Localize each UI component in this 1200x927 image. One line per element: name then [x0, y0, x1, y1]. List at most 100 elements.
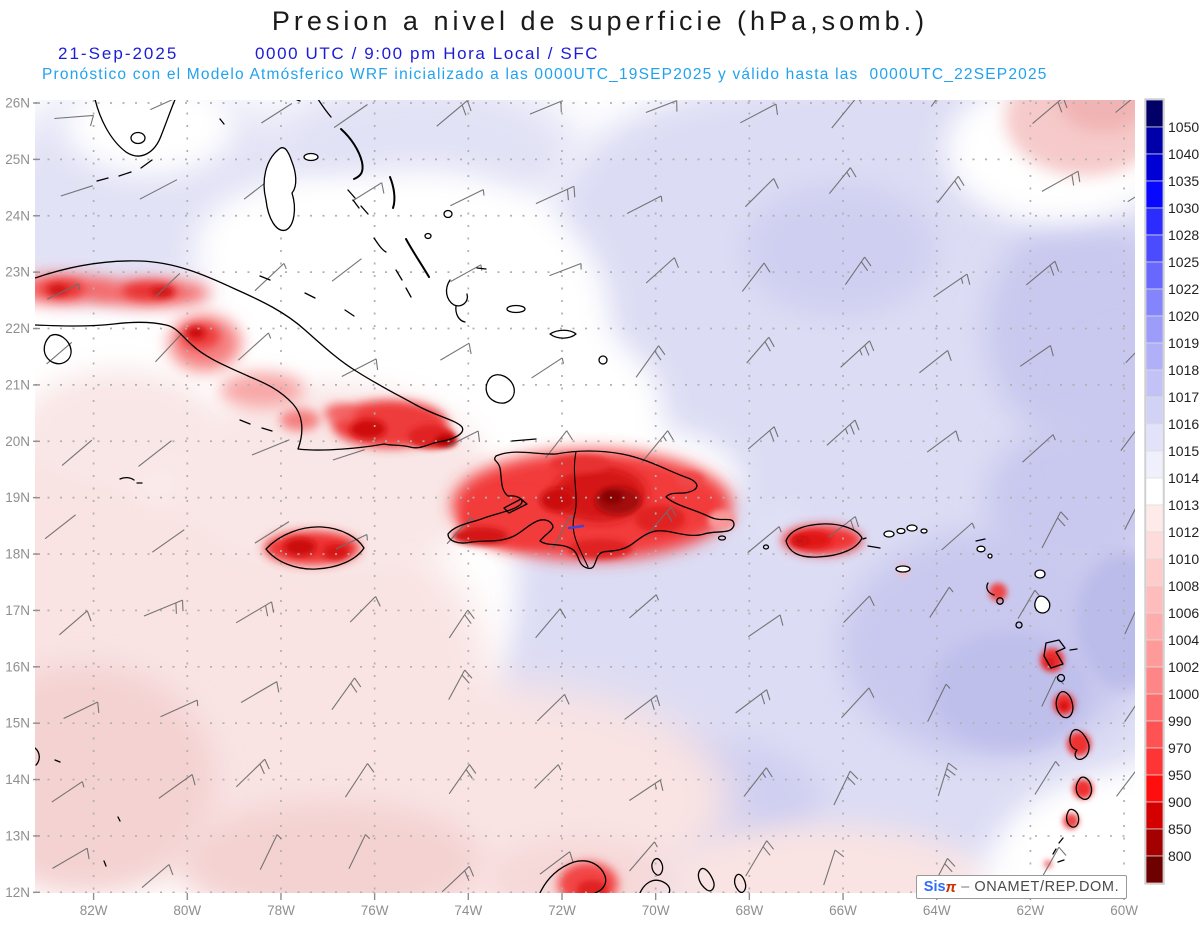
- colorbar-tick-label: 970: [1168, 740, 1192, 756]
- wind-barb: [929, 586, 954, 618]
- puerto-rico-coastline: [785, 523, 863, 558]
- lon-tick-label: 82W: [80, 903, 108, 918]
- lon-tick-label: 64W: [923, 903, 951, 918]
- shading-blob: [187, 327, 205, 339]
- great-inagua-island: [485, 374, 515, 404]
- colorbar-cell: [1145, 369, 1164, 398]
- lat-tick-label: 26N: [5, 96, 30, 111]
- colorbar-tick-label: 950: [1168, 767, 1192, 783]
- shading-blob: [635, 505, 685, 533]
- colorbar-tick-label: 1008: [1168, 578, 1199, 594]
- colorbar-tick-label: 1013: [1168, 497, 1199, 513]
- wind-barb: [52, 847, 90, 869]
- wind-barb: [446, 430, 481, 448]
- wind-barb: [535, 608, 567, 639]
- wind-barb: [1120, 430, 1135, 452]
- colorbar-cell: [1145, 396, 1164, 425]
- abaco-island: [295, 100, 332, 118]
- branding-separator: –: [961, 878, 970, 895]
- st-martin-island: [976, 545, 986, 553]
- lat-tick-label: 21N: [5, 377, 30, 392]
- shading-blob: [35, 160, 180, 300]
- wind-barb: [352, 182, 385, 202]
- bonaire-island: [733, 873, 747, 893]
- wind-barb: [1124, 611, 1135, 635]
- wind-barb: [60, 185, 93, 197]
- colorbar-tick-label: 1015: [1168, 443, 1199, 459]
- shading-blob: [49, 285, 67, 295]
- lon-tick-label: 76W: [361, 903, 389, 918]
- providencia-island: [35, 747, 121, 867]
- wind-barb: [1041, 170, 1081, 192]
- colorbar-cell: [1145, 234, 1164, 263]
- barbuda-island: [1034, 569, 1046, 579]
- tortuga-island: [511, 438, 537, 442]
- shading-blob: [280, 409, 320, 431]
- nevis-island: [996, 597, 1004, 605]
- lon-tick-label: 72W: [548, 903, 576, 918]
- virgin-islands: [883, 524, 928, 573]
- colorbar-cell: [1145, 180, 1164, 209]
- wind-barb: [348, 834, 371, 869]
- wind-barb: [941, 522, 976, 551]
- martinique-island: [1069, 728, 1090, 761]
- colorbar-tick-label: 1030: [1168, 200, 1199, 216]
- wind-barb: [331, 677, 362, 711]
- lon-tick-label: 74W: [454, 903, 482, 918]
- colorbar-tick-label: 1018: [1168, 362, 1199, 378]
- colorbar-tick-label: 1020: [1168, 308, 1199, 324]
- wind-barb: [139, 179, 178, 200]
- grenadines-islands: [1052, 837, 1065, 863]
- wind-barb: [151, 529, 185, 553]
- wind-barb: [1034, 761, 1060, 795]
- lat-tick-label: 22N: [5, 321, 30, 336]
- wind-barb: [150, 100, 173, 111]
- colorbar-tick-label: 1035: [1168, 173, 1199, 189]
- wind-barb: [1040, 846, 1067, 880]
- wind-barb: [1025, 260, 1060, 286]
- wind-barb: [529, 100, 562, 115]
- lon-tick-label: 62W: [1017, 903, 1045, 918]
- florida-keys: [96, 118, 225, 182]
- wind-barb: [1019, 345, 1054, 367]
- wind-barb: [332, 449, 365, 461]
- wind-barb: [828, 516, 860, 538]
- turks-islands: [598, 355, 608, 365]
- colorbar-frame: [1144, 98, 1165, 885]
- wind-barb: [436, 100, 472, 127]
- wind-barb: [645, 100, 678, 114]
- shading-blob: [540, 488, 576, 512]
- lon-tick-label: 60W: [1110, 903, 1138, 918]
- wind-barb: [833, 770, 859, 806]
- colorbar-cell: [1145, 585, 1164, 614]
- wind-barb: [440, 342, 472, 361]
- antigua-island: [1034, 595, 1051, 614]
- curacao-island: [697, 867, 715, 892]
- shading-blob: [792, 537, 808, 545]
- colorbar-cell: [1145, 342, 1164, 371]
- caicos-islands: [549, 329, 577, 339]
- wind-barb: [1032, 100, 1068, 125]
- wind-barb: [141, 864, 174, 889]
- wind-barb: [341, 358, 379, 377]
- lat-tick-label: 14N: [5, 772, 30, 787]
- wind-barb: [927, 683, 951, 723]
- lat-tick-label: 13N: [5, 828, 30, 843]
- shading-blob: [1075, 550, 1135, 690]
- latitude-axis: 26N 25N 24N 23N 22N 21N 20N 19N 18N 17N 16N 15N 14N 1…: [5, 96, 40, 900]
- lon-tick-label: 68W: [735, 903, 763, 918]
- wind-barb: [626, 195, 663, 214]
- wind-barb: [155, 273, 181, 297]
- wind-barb: [448, 609, 475, 639]
- eleuthera-island: [340, 128, 364, 180]
- lon-tick-label: 80W: [173, 903, 201, 918]
- colorbar-cell: [1145, 207, 1164, 236]
- wind-barb: [1127, 196, 1135, 203]
- shading-blob: [151, 287, 173, 297]
- wind-barb: [840, 340, 875, 368]
- colorbar-cell: [1145, 639, 1164, 668]
- wind-barb: [534, 764, 562, 789]
- shading-blob: [550, 455, 610, 473]
- cayman-islands: [119, 476, 143, 484]
